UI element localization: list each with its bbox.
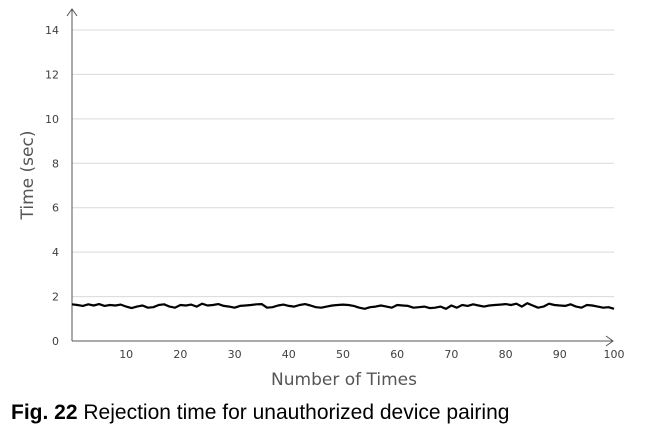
y-tick-label-10: 10 bbox=[45, 113, 59, 126]
series-group bbox=[72, 303, 614, 309]
x-tick-label-20: 20 bbox=[173, 348, 187, 361]
x-tick-label-90: 90 bbox=[553, 348, 567, 361]
y-tick-label-6: 6 bbox=[52, 202, 59, 215]
x-axis-title: Number of Times bbox=[271, 370, 417, 390]
y-tick-label-4: 4 bbox=[52, 246, 59, 259]
x-tick-label-30: 30 bbox=[228, 348, 242, 361]
y-tick-label-0: 0 bbox=[52, 335, 59, 348]
y-tick-label-14: 14 bbox=[45, 24, 59, 37]
x-tick-label-40: 40 bbox=[282, 348, 296, 361]
gridlines bbox=[72, 30, 614, 297]
series-line-1 bbox=[72, 303, 614, 309]
x-tick-label-10: 10 bbox=[119, 348, 133, 361]
axes bbox=[67, 9, 613, 346]
figure-caption: Fig. 22 Rejection time for unauthorized … bbox=[11, 401, 509, 425]
x-tick-labels: 10 20 30 40 50 60 70 80 90 100 bbox=[119, 348, 624, 361]
figure-caption-text: Rejection time for unauthorized device p… bbox=[83, 401, 509, 424]
y-axis-title: Time (sec) bbox=[18, 131, 38, 221]
line-chart: 0 2 4 6 8 10 12 14 10 20 30 40 50 60 70 80 90 100 Time (… bbox=[0, 0, 647, 400]
y-tick-label-2: 2 bbox=[52, 291, 59, 304]
y-tick-labels: 0 2 4 6 8 10 12 14 bbox=[45, 24, 59, 348]
x-tick-label-60: 60 bbox=[390, 348, 404, 361]
x-tick-label-100: 100 bbox=[604, 348, 625, 361]
x-tick-label-50: 50 bbox=[336, 348, 350, 361]
x-tick-label-70: 70 bbox=[444, 348, 458, 361]
figure-label: Fig. 22 bbox=[11, 401, 78, 424]
x-tick-label-80: 80 bbox=[499, 348, 513, 361]
y-tick-label-12: 12 bbox=[45, 68, 59, 81]
y-tick-label-8: 8 bbox=[52, 157, 59, 170]
